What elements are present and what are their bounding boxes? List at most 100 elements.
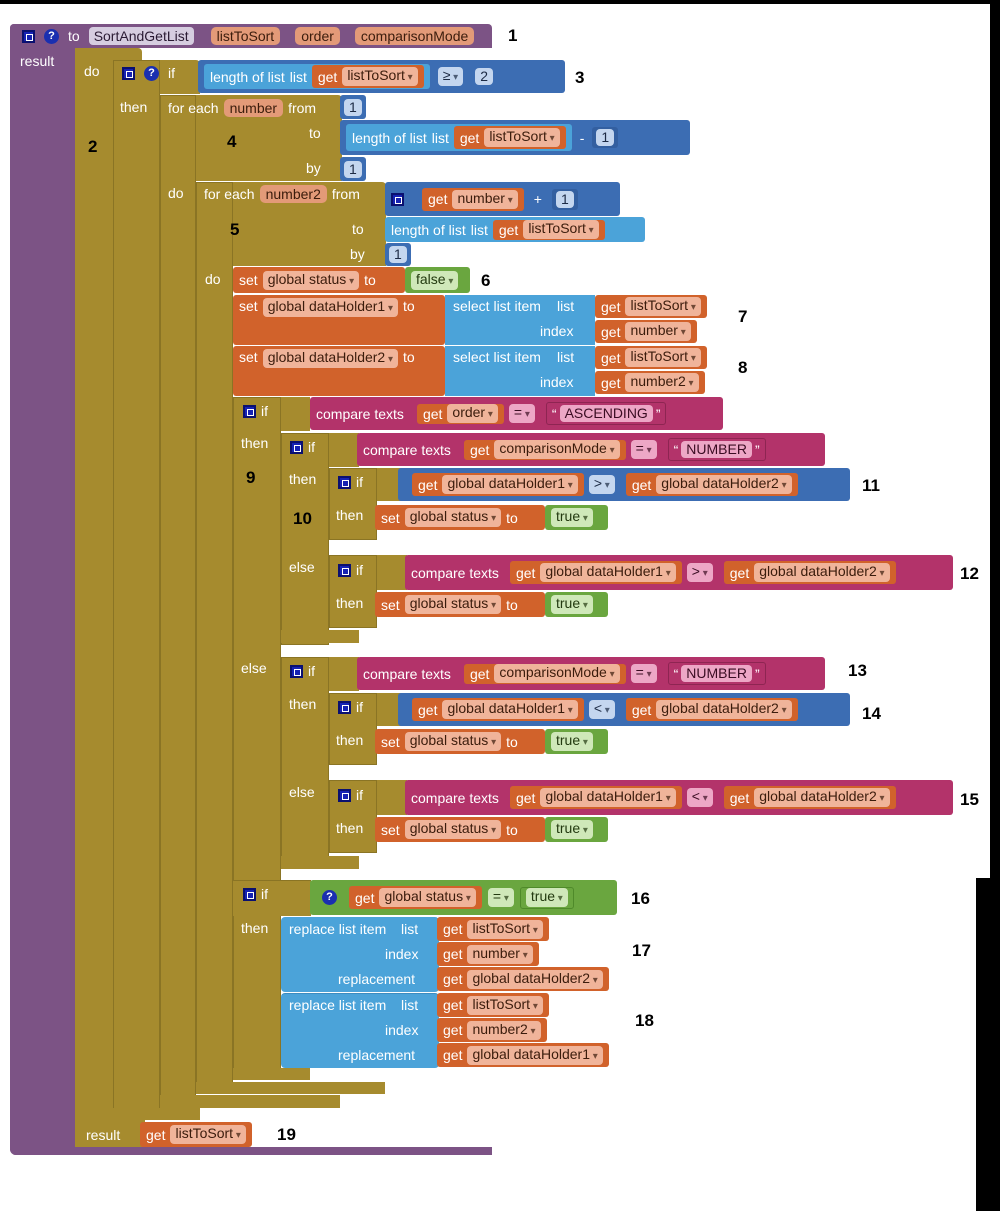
variable-dropdown[interactable]: global dataHolder2 — [754, 563, 890, 582]
number-block[interactable]: 1 — [551, 188, 578, 210]
get-block[interactable]: get listToSort — [492, 219, 605, 240]
get-block[interactable]: get global dataHolder1 — [412, 473, 584, 496]
variable-dropdown[interactable]: global status — [379, 888, 476, 907]
get-block[interactable]: get number2 — [595, 371, 705, 394]
get-block[interactable]: get listToSort — [437, 917, 549, 941]
number-field[interactable]: 1 — [389, 246, 407, 263]
variable-dropdown[interactable]: global dataHolder2 — [262, 349, 399, 368]
get-block[interactable]: get global dataHolder2 — [625, 698, 798, 721]
operator-dropdown[interactable]: < — [588, 700, 615, 719]
text-field[interactable]: NUMBER — [681, 665, 752, 682]
loop-variable-field[interactable]: number2 — [259, 185, 327, 203]
false-block[interactable]: false — [405, 267, 470, 293]
mutator-icon[interactable] — [290, 664, 303, 678]
replace-list-item-block-18[interactable] — [281, 993, 439, 1068]
get-block[interactable]: get number2 — [437, 1018, 547, 1042]
variable-dropdown[interactable]: global dataHolder1 — [467, 1045, 603, 1065]
variable-dropdown[interactable]: listToSort — [625, 297, 701, 316]
variable-dropdown[interactable]: global dataHolder2 — [656, 475, 792, 494]
variable-dropdown[interactable]: global status — [262, 270, 360, 290]
variable-dropdown[interactable]: number — [625, 322, 691, 341]
variable-dropdown[interactable]: number2 — [625, 373, 699, 392]
get-block[interactable]: get comparisonMode — [463, 439, 626, 460]
operator-dropdown[interactable]: = — [487, 888, 514, 907]
variable-dropdown[interactable]: listToSort — [467, 919, 543, 939]
get-block[interactable]: get global dataHolder1 — [509, 786, 682, 809]
true-block[interactable]: true — [545, 729, 608, 754]
procedure-name-field[interactable]: SortAndGetList — [88, 27, 194, 45]
mutator-icon[interactable] — [338, 788, 351, 802]
number-field[interactable]: 1 — [596, 129, 615, 146]
true-block[interactable]: true — [545, 592, 608, 617]
select-list-item-block[interactable] — [445, 346, 595, 396]
replace-list-item-block-17[interactable] — [281, 917, 439, 992]
number-block[interactable]: 2 — [471, 66, 497, 87]
get-block[interactable]: get global dataHolder2 — [625, 473, 798, 496]
length-of-list-block[interactable]: length of list list get listToSort — [204, 64, 430, 89]
get-block[interactable]: get listToSort — [311, 65, 424, 88]
variable-dropdown[interactable]: global dataHolder2 — [754, 788, 890, 807]
variable-dropdown[interactable]: listToSort — [484, 128, 560, 147]
get-block[interactable]: get number — [422, 187, 524, 211]
variable-dropdown[interactable]: order — [447, 404, 498, 423]
variable-dropdown[interactable]: global status — [404, 820, 502, 839]
get-block[interactable]: get number — [595, 320, 697, 343]
get-block[interactable]: get global dataHolder2 — [437, 967, 609, 991]
help-icon[interactable] — [322, 890, 337, 905]
number-field[interactable]: 1 — [344, 98, 362, 116]
mutator-icon[interactable] — [338, 700, 351, 714]
number-block[interactable]: 1 — [592, 127, 619, 148]
length-of-list-block[interactable]: length of list list get listToSort — [385, 217, 645, 242]
operator-dropdown[interactable]: = — [508, 404, 535, 423]
mutator-icon[interactable] — [243, 404, 256, 418]
length-of-list-block[interactable]: length of list list get listToSort — [346, 124, 572, 151]
get-block[interactable]: get comparisonMode — [463, 663, 626, 684]
loop-variable-field[interactable]: number — [223, 99, 284, 117]
variable-dropdown[interactable]: global status — [404, 732, 502, 751]
operator-dropdown[interactable]: ≥ — [437, 67, 464, 86]
variable-dropdown[interactable]: global dataHolder1 — [540, 788, 676, 807]
boolean-dropdown[interactable]: true — [551, 820, 593, 839]
mutator-icon[interactable] — [338, 475, 351, 489]
variable-dropdown[interactable]: global dataHolder2 — [467, 969, 603, 989]
param-order[interactable]: order — [295, 27, 340, 45]
variable-dropdown[interactable]: global dataHolder2 — [656, 700, 792, 719]
get-block[interactable]: get order — [416, 403, 504, 424]
boolean-dropdown[interactable]: true — [525, 888, 568, 907]
text-block[interactable]: “NUMBER” — [667, 662, 766, 685]
true-block[interactable]: true — [545, 505, 608, 530]
get-block[interactable]: get global dataHolder1 — [509, 561, 682, 584]
true-block[interactable]: true — [519, 886, 574, 909]
boolean-dropdown[interactable]: true — [551, 508, 593, 527]
operator-dropdown[interactable]: < — [686, 788, 713, 807]
select-list-item-block[interactable] — [445, 295, 595, 345]
get-block[interactable]: get listToSort — [453, 126, 566, 149]
mutator-icon[interactable] — [243, 887, 256, 901]
mutator-icon[interactable] — [22, 29, 35, 43]
boolean-dropdown[interactable]: true — [551, 732, 593, 751]
set-status-block[interactable]: set global status to — [233, 267, 405, 293]
set-dataHolder2-block[interactable]: set global dataHolder2 to — [233, 346, 445, 396]
variable-dropdown[interactable]: global dataHolder1 — [442, 700, 578, 719]
operator-dropdown[interactable]: > — [686, 563, 713, 582]
variable-dropdown[interactable]: comparisonMode — [494, 664, 620, 683]
mutator-icon[interactable] — [338, 563, 351, 577]
variable-dropdown[interactable]: global status — [404, 595, 502, 614]
mutator-icon[interactable] — [290, 440, 303, 454]
variable-dropdown[interactable]: comparisonMode — [494, 440, 620, 459]
help-icon[interactable] — [44, 28, 59, 44]
text-block[interactable]: “NUMBER” — [667, 438, 766, 461]
number-field[interactable]: 2 — [475, 68, 493, 85]
number-block-from[interactable]: 1 — [340, 95, 366, 119]
